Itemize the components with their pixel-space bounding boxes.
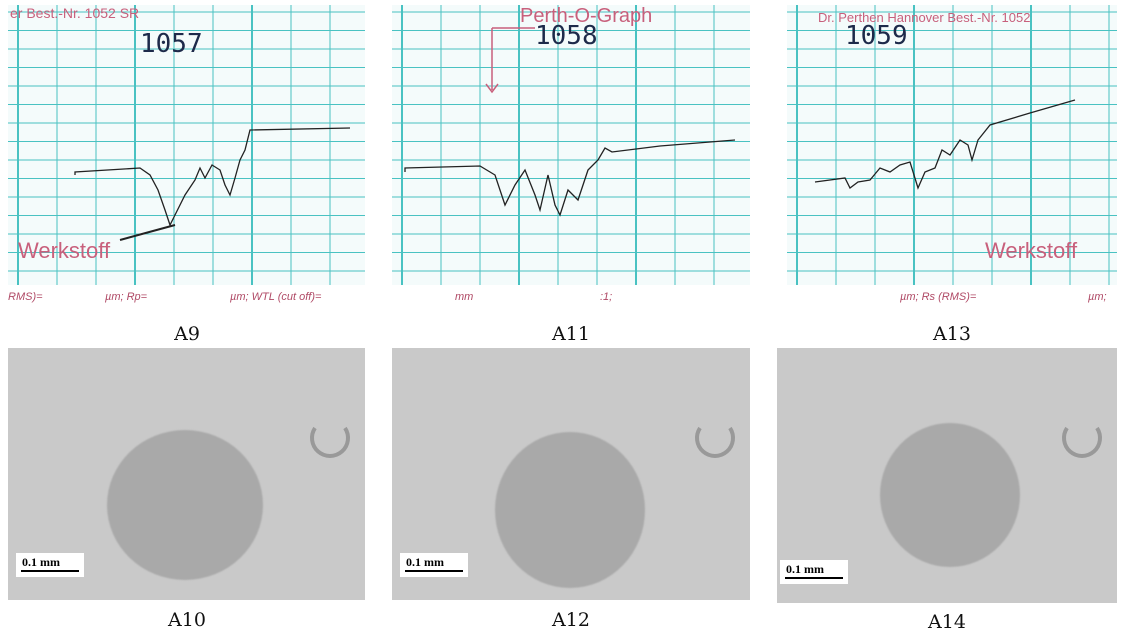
chart-strip — [8, 285, 365, 310]
scale-bar-label: 0.1 mm — [786, 562, 824, 576]
scale-bars: 0.1 mm 0.1 mm 0.1 mm — [16, 553, 848, 584]
micrographs — [8, 348, 1117, 603]
chart-header: Dr. Perthen Hannover Best.-Nr. 1052 — [818, 10, 1030, 25]
scale-bar-label: 0.1 mm — [22, 555, 60, 569]
strip-text: mm — [455, 291, 473, 303]
grids — [8, 5, 1117, 310]
scale-bar-box — [400, 553, 468, 577]
ring-mark — [695, 426, 735, 458]
strip-text: :1; — [600, 291, 612, 303]
panel-caption: A9 — [173, 323, 200, 345]
ring-mark — [310, 426, 350, 458]
panel-caption: A13 — [932, 323, 971, 345]
panel-caption: A12 — [551, 609, 590, 631]
chart-paper — [787, 5, 1117, 310]
panel-caption: A14 — [927, 611, 966, 633]
scale-bar-box — [780, 560, 848, 584]
strip-text: µm; WTL (cut off)= — [230, 291, 322, 303]
marker-arrow — [485, 27, 535, 94]
chart-paper — [392, 5, 750, 310]
chart-number: 1057 — [140, 29, 203, 59]
profile-trace — [814, 99, 1076, 190]
ring-mark — [1062, 426, 1102, 458]
strip-text: RMS)= — [8, 291, 43, 303]
profile-trace — [404, 139, 736, 217]
chart-header: Perth-O-Graph — [520, 5, 652, 27]
chart-strip — [787, 285, 1117, 310]
chart-number: 1058 — [535, 21, 598, 51]
scale-bar-label: 0.1 mm — [406, 555, 444, 569]
panel-caption: A11 — [551, 323, 590, 345]
profile-trace — [74, 127, 351, 227]
pen-mark — [119, 224, 176, 241]
chart-label: Werkstoff — [18, 238, 111, 263]
strip-text: µm; Rp= — [105, 291, 148, 303]
scale-bar-box — [16, 553, 84, 577]
strip-text: µm; — [1088, 291, 1107, 303]
strip-text: µm; Rs (RMS)= — [900, 291, 977, 303]
chart-header: er Best.-Nr. 1052 SR — [10, 5, 139, 21]
chart-strip — [392, 285, 750, 310]
chart-label: Werkstoff — [985, 238, 1078, 263]
panel-caption: A10 — [167, 609, 206, 631]
chart-number: 1059 — [845, 21, 908, 51]
chart-paper — [8, 5, 365, 310]
